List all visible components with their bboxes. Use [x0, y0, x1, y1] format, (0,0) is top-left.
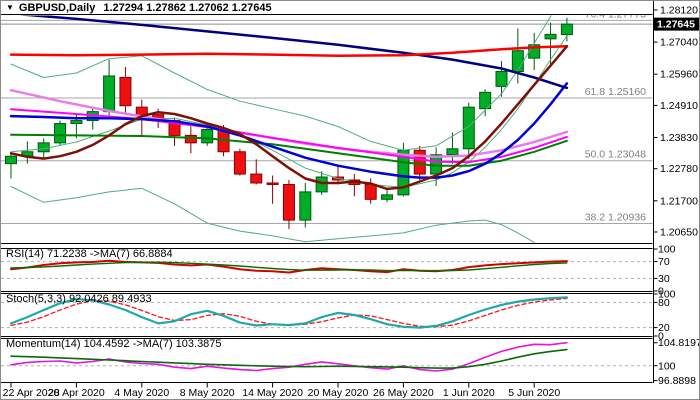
price-axis-label: 1.21700: [660, 195, 698, 207]
candle-up: [201, 128, 214, 144]
candle-down: [250, 173, 263, 184]
date-label: 28 Apr 2020: [48, 387, 105, 399]
candle-up: [446, 148, 459, 156]
candle-up: [299, 191, 312, 221]
overlay-line-ma-navy: [18, 15, 569, 90]
candles-group: [5, 17, 573, 230]
rsi-axis-label: 70: [658, 256, 670, 268]
price-axis-label: 1.23830: [660, 132, 698, 144]
date-label: 4 May 2020: [114, 387, 169, 399]
date-label: 26 May 2020: [373, 387, 434, 399]
momentum-indicator-label: Momentum(14) 104.4592 ->MA(7) 103.3875: [6, 338, 222, 350]
candle-up: [560, 23, 573, 36]
overlay-line-band-lower: [10, 186, 536, 243]
date-label: 22 Apr 2020: [3, 387, 60, 399]
stoch-axis-label: 20: [658, 322, 670, 334]
candle-down: [119, 76, 132, 107]
candle-down: [364, 183, 377, 200]
candle-down: [233, 151, 246, 175]
candle-down: [184, 134, 197, 144]
candle-up: [381, 194, 394, 200]
date-label: 5 Jun 2020: [508, 387, 560, 399]
overlay-line-ma-maroon: [9, 45, 569, 191]
candle-down: [282, 183, 295, 221]
candle-up: [37, 142, 50, 153]
rsi-axis-label: 100: [658, 244, 676, 256]
date-label: 14 May 2020: [242, 387, 303, 399]
indicator-line-rsi-main: [10, 259, 568, 274]
overlay-line-ma-blue: [9, 82, 569, 179]
stoch-axis-label: 100: [658, 289, 676, 301]
stochastic-indicator-label: Stoch(5,3,3) 92.0426 89.4933: [6, 293, 152, 305]
indicator-line-stoch-main: [9, 296, 569, 329]
symbol-dropdown-icon[interactable]: ▼: [6, 2, 14, 12]
overlay-line-band-upper: [10, 15, 553, 151]
candle-up: [70, 120, 83, 125]
fib-label: 61.8 1.25160: [585, 86, 646, 98]
candle-up: [315, 176, 328, 193]
price-axis-label: 1.28120: [660, 5, 698, 17]
current-price-tag: [654, 17, 699, 31]
candle-up: [103, 75, 116, 113]
stoch-axis-label: 0: [658, 331, 664, 343]
candle-up: [511, 50, 524, 73]
rsi-indicator-label: RSI(14) 71.2238 ->MA(7) 66.8884: [6, 248, 173, 260]
candle-up: [54, 123, 67, 144]
overlay-line-ma-red: [9, 45, 569, 58]
overlay-line-ma-green: [10, 133, 568, 167]
date-label: 20 May 2020: [308, 387, 369, 399]
chart-symbol-period: GBPUSD,Daily: [18, 1, 96, 14]
candle-up: [462, 106, 475, 150]
rsi-axis-label: 0: [658, 286, 664, 298]
price-axis-label: 1.27040: [660, 37, 698, 49]
indicator-line-momentum-ma: [10, 348, 568, 369]
momentum-axis-label: 100: [658, 360, 676, 372]
rsi-axis-label: 30: [658, 273, 670, 285]
candle-down: [266, 182, 279, 185]
candle-up: [479, 91, 492, 110]
price-axis-label: 1.20650: [660, 227, 698, 239]
fib-label: 50.0 1.23048: [585, 149, 646, 161]
candle-up: [544, 33, 557, 40]
price-axis-label: 1.24910: [660, 100, 698, 112]
fib-label: 38.2 1.20936: [585, 212, 646, 224]
candle-up: [495, 71, 508, 87]
stoch-axis-label: 80: [658, 297, 670, 309]
candle-up: [5, 155, 17, 165]
candle-down: [413, 149, 426, 175]
chart-title-bar: ▼ GBPUSD,Daily 1.27294 1.27862 1.27062 1…: [1, 1, 651, 14]
momentum-axis-label: 96.8898: [658, 375, 696, 387]
date-label: 8 May 2020: [180, 387, 235, 399]
price-axis-label: 1.25960: [660, 69, 698, 81]
price-axis-label: 1.22780: [660, 163, 698, 175]
current-price-value: 1.27645: [657, 19, 695, 31]
indicator-line-rsi-ma: [10, 261, 568, 272]
chart-ohlc-values: 1.27294 1.27862 1.27062 1.27645: [103, 1, 272, 14]
momentum-axis-label: 104.8197: [658, 337, 700, 349]
date-label: 1 Jun 2020: [443, 387, 495, 399]
